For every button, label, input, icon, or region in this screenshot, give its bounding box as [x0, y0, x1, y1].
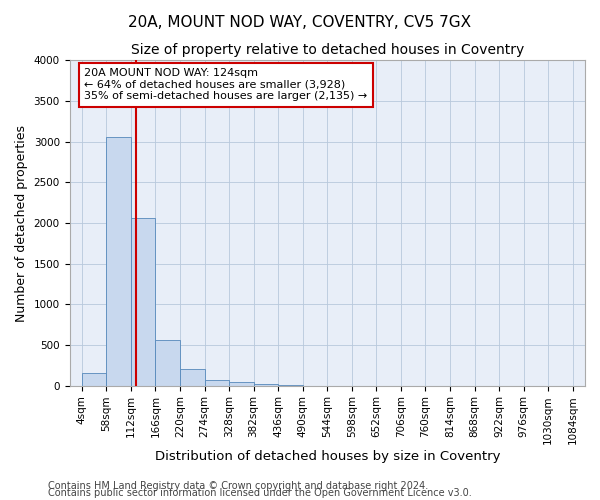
- Bar: [205, 380, 229, 386]
- Bar: [254, 384, 278, 386]
- Text: Contains HM Land Registry data © Crown copyright and database right 2024.: Contains HM Land Registry data © Crown c…: [48, 481, 428, 491]
- Bar: [229, 382, 254, 386]
- Bar: [82, 374, 106, 386]
- Title: Size of property relative to detached houses in Coventry: Size of property relative to detached ho…: [131, 42, 524, 56]
- Text: 20A, MOUNT NOD WAY, COVENTRY, CV5 7GX: 20A, MOUNT NOD WAY, COVENTRY, CV5 7GX: [128, 15, 472, 30]
- Bar: [106, 137, 131, 386]
- Text: 20A MOUNT NOD WAY: 124sqm
← 64% of detached houses are smaller (3,928)
35% of se: 20A MOUNT NOD WAY: 124sqm ← 64% of detac…: [84, 68, 367, 102]
- Bar: [155, 340, 180, 386]
- Bar: [180, 368, 205, 386]
- Y-axis label: Number of detached properties: Number of detached properties: [15, 124, 28, 322]
- Text: Contains public sector information licensed under the Open Government Licence v3: Contains public sector information licen…: [48, 488, 472, 498]
- Bar: [131, 218, 155, 386]
- X-axis label: Distribution of detached houses by size in Coventry: Distribution of detached houses by size …: [155, 450, 500, 462]
